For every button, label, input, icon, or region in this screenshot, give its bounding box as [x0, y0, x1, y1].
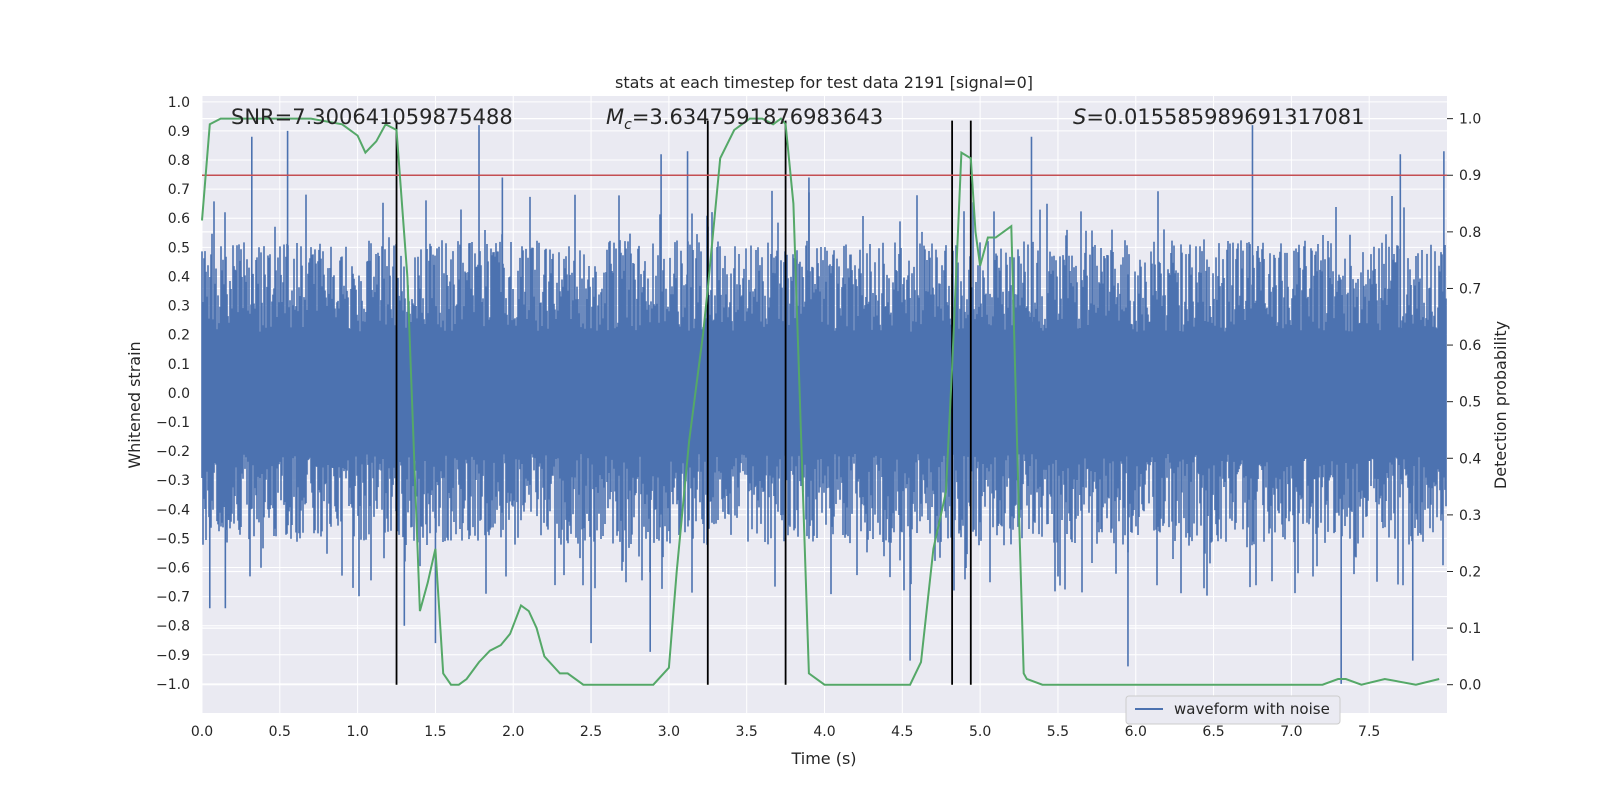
x-tick-label: 2.5	[580, 724, 602, 740]
y-tick-label: 1.0	[168, 95, 190, 111]
y-tick-label: −0.5	[156, 531, 190, 547]
y-tick-label: −0.9	[156, 648, 190, 664]
y2-tick-label: 0.9	[1459, 168, 1481, 184]
legend[interactable]: waveform with noise	[1125, 695, 1341, 725]
y-tick-label: 0.6	[168, 211, 190, 227]
x-tick-label: 0.0	[191, 724, 213, 740]
s-symbol: S	[1073, 105, 1086, 129]
chart-title: stats at each timestep for test data 219…	[615, 73, 1033, 92]
y-tick-label: 0.3	[168, 299, 190, 315]
x-tick-label: 3.5	[736, 724, 758, 740]
x-tick-label: 5.0	[969, 724, 991, 740]
legend-label: waveform with noise	[1174, 700, 1330, 718]
y-tick-label: 0.4	[168, 269, 190, 285]
x-tick-label: 4.0	[813, 724, 835, 740]
x-axis-label: Time (s)	[790, 749, 856, 768]
y-tick-label: −0.2	[156, 444, 190, 460]
y2-axis-label: Detection probability	[1491, 321, 1510, 489]
y2-tick-label: 0.6	[1459, 338, 1481, 354]
y-tick-label: 0.7	[168, 182, 190, 198]
y-tick-label: −0.8	[156, 619, 190, 635]
s-annotation: S=0.015585989691317081	[1073, 105, 1364, 129]
y-tick-label: −0.7	[156, 590, 190, 606]
s-value: =0.015585989691317081	[1086, 105, 1364, 129]
y2-tick-label: 0.5	[1459, 395, 1481, 411]
x-tick-label: 3.0	[658, 724, 680, 740]
y2-tick-label: 0.8	[1459, 225, 1481, 241]
y-tick-label: −1.0	[156, 677, 190, 693]
y-tick-label: 0.8	[168, 153, 190, 169]
chirp-mass-annotation: Mc=3.6347591876983643	[606, 105, 883, 133]
x-tick-label: 6.0	[1125, 724, 1147, 740]
y-tick-label: −0.1	[156, 415, 190, 431]
y-tick-label: 0.9	[168, 124, 190, 140]
y2-tick-label: 1.0	[1459, 112, 1481, 128]
x-tick-label: 7.5	[1358, 724, 1380, 740]
x-tick-label: 4.5	[891, 724, 913, 740]
x-tick-labels: 0.0 0.5 1.0 1.5 2.0 2.5 3.0 3.5 4.0 4.5 5.0 5.5 6.0 6…	[191, 724, 1380, 740]
chirp-mass-value: =3.6347591876983643	[632, 105, 883, 129]
y2-tick-label: 0.7	[1459, 281, 1481, 297]
y2-tick-label: 0.4	[1459, 451, 1481, 467]
y-axis-label: Whitened strain	[125, 341, 144, 468]
legend-box	[1125, 695, 1341, 725]
y-tick-label: −0.3	[156, 473, 190, 489]
right-y-tick-labels: 1.0 0.9 0.8 0.7 0.6 0.5 0.4 0.3 0.2 0.1 0.0	[1447, 112, 1481, 694]
y-tick-label: −0.4	[156, 502, 190, 518]
y2-tick-label: 0.0	[1459, 678, 1481, 694]
x-tick-label: 6.5	[1202, 724, 1224, 740]
x-tick-label: 5.5	[1047, 724, 1069, 740]
y-tick-label: 0.1	[168, 357, 190, 373]
snr-annotation: SNR=7.300641059875488	[231, 105, 513, 129]
x-tick-label: 2.0	[502, 724, 524, 740]
y2-tick-label: 0.2	[1459, 564, 1481, 580]
x-tick-label: 7.0	[1280, 724, 1302, 740]
y-tick-label: 0.2	[168, 328, 190, 344]
y2-tick-label: 0.3	[1459, 508, 1481, 524]
chirp-mass-symbol: M	[606, 105, 624, 129]
detection-probability-line	[201, 117, 1440, 686]
x-tick-label: 1.0	[346, 724, 368, 740]
x-tick-label: 0.5	[269, 724, 291, 740]
left-y-tick-labels: 1.0 0.9 0.8 0.7 0.6 0.5 0.4 0.3 0.2 0.1 0.0 −0.1 −0.…	[156, 95, 190, 693]
x-tick-label: 1.5	[424, 724, 446, 740]
y-tick-label: 0.5	[168, 240, 190, 256]
chirp-mass-subscript: c	[624, 117, 632, 133]
y2-tick-label: 0.1	[1459, 621, 1481, 637]
y-tick-label: 0.0	[168, 386, 190, 402]
event-markers	[395, 120, 972, 685]
y-tick-label: −0.6	[156, 560, 190, 576]
